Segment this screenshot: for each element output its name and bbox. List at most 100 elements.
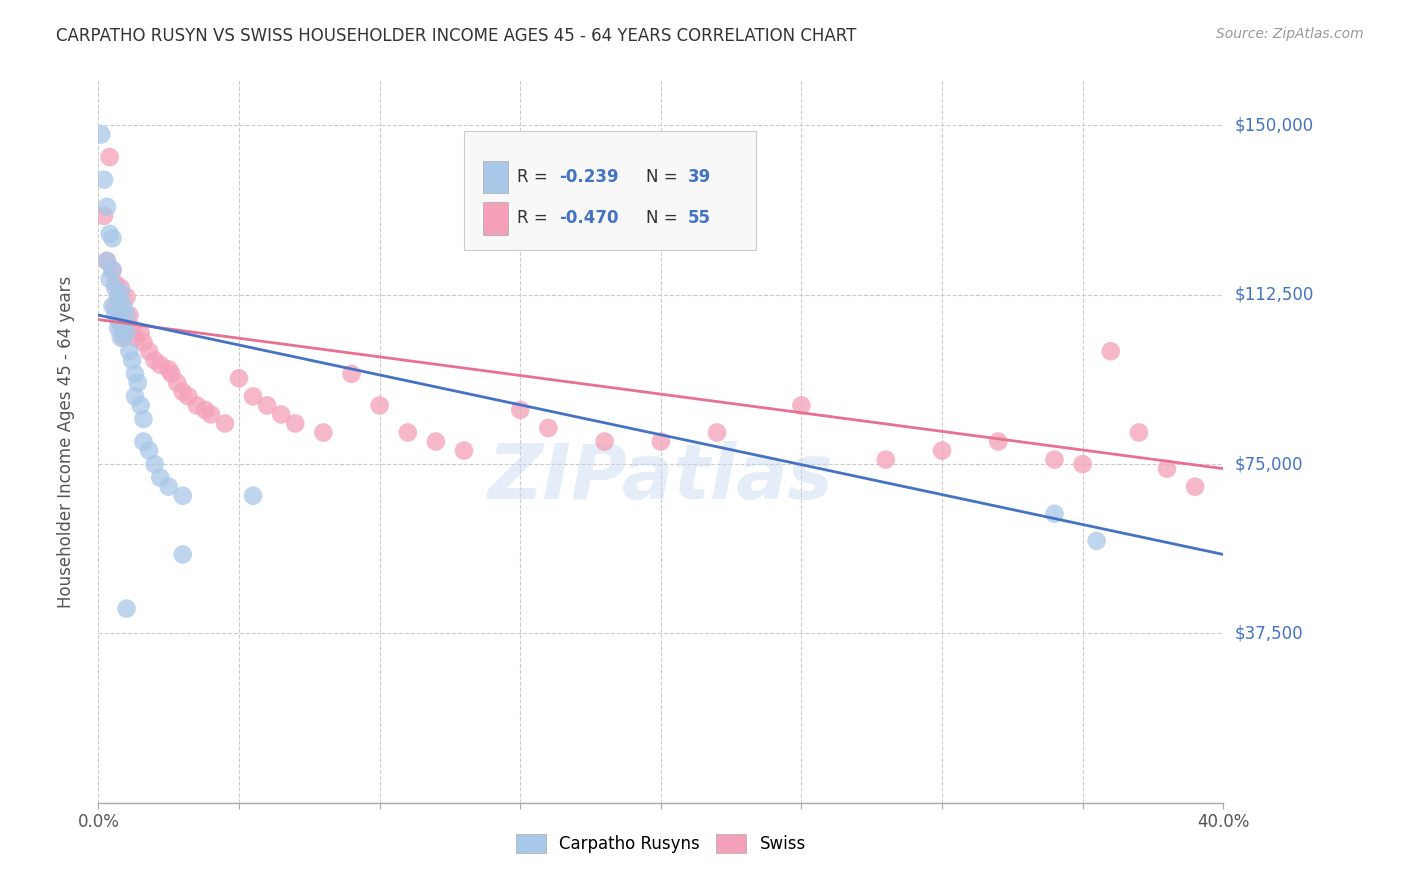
Text: 55: 55 <box>688 210 711 227</box>
Point <box>453 443 475 458</box>
Point <box>127 376 149 390</box>
Point <box>112 299 135 313</box>
Point <box>101 231 124 245</box>
Point <box>312 425 335 440</box>
Point <box>214 417 236 431</box>
FancyBboxPatch shape <box>464 131 756 250</box>
Point <box>172 489 194 503</box>
Point <box>706 425 728 440</box>
Point <box>228 371 250 385</box>
Point <box>1156 461 1178 475</box>
Point <box>104 308 127 322</box>
Point <box>270 408 292 422</box>
Point <box>110 281 132 295</box>
Point <box>107 321 129 335</box>
Point <box>124 389 146 403</box>
Point <box>110 317 132 331</box>
Point <box>110 303 132 318</box>
Point <box>115 326 138 340</box>
Text: ZIPatlas: ZIPatlas <box>488 441 834 515</box>
Point <box>143 457 166 471</box>
Point <box>96 253 118 268</box>
Point <box>104 281 127 295</box>
Point <box>143 353 166 368</box>
Point <box>110 331 132 345</box>
Text: R =: R = <box>517 168 553 186</box>
Point <box>129 326 152 340</box>
Text: 39: 39 <box>688 168 711 186</box>
Point <box>115 601 138 615</box>
Text: CARPATHO RUSYN VS SWISS HOUSEHOLDER INCOME AGES 45 - 64 YEARS CORRELATION CHART: CARPATHO RUSYN VS SWISS HOUSEHOLDER INCO… <box>56 27 856 45</box>
Y-axis label: Householder Income Ages 45 - 64 years: Householder Income Ages 45 - 64 years <box>56 276 75 607</box>
Point <box>115 290 138 304</box>
Point <box>101 263 124 277</box>
Point <box>110 285 132 300</box>
Point <box>138 344 160 359</box>
Point <box>1099 344 1122 359</box>
Point <box>101 299 124 313</box>
Text: -0.470: -0.470 <box>560 210 619 227</box>
Point <box>96 253 118 268</box>
Point <box>104 277 127 291</box>
Point <box>875 452 897 467</box>
Point <box>1128 425 1150 440</box>
Point <box>104 299 127 313</box>
Point <box>112 331 135 345</box>
Point <box>1043 507 1066 521</box>
Point <box>160 367 183 381</box>
Point <box>177 389 200 403</box>
Text: $37,500: $37,500 <box>1234 624 1303 642</box>
Text: N =: N = <box>647 210 683 227</box>
Point <box>537 421 560 435</box>
Text: $112,500: $112,500 <box>1234 285 1313 304</box>
Point <box>1085 533 1108 548</box>
Point <box>790 398 813 412</box>
Point <box>124 367 146 381</box>
Point <box>101 263 124 277</box>
Point <box>107 308 129 322</box>
Point <box>118 308 141 322</box>
Point <box>509 403 531 417</box>
Point <box>242 489 264 503</box>
Point <box>340 367 363 381</box>
Point <box>93 172 115 186</box>
Point <box>368 398 391 412</box>
Point <box>149 358 172 372</box>
Point <box>96 200 118 214</box>
Point <box>129 398 152 412</box>
Text: -0.239: -0.239 <box>560 168 619 186</box>
Point <box>1071 457 1094 471</box>
Point <box>93 209 115 223</box>
Point <box>132 434 155 449</box>
Point <box>98 227 121 241</box>
Point <box>425 434 447 449</box>
Point <box>132 412 155 426</box>
Point <box>172 384 194 399</box>
Point <box>98 150 121 164</box>
Point <box>115 308 138 322</box>
Point <box>172 548 194 562</box>
Point <box>194 403 217 417</box>
Text: N =: N = <box>647 168 683 186</box>
Text: R =: R = <box>517 210 553 227</box>
Point <box>987 434 1010 449</box>
Point <box>112 321 135 335</box>
Point <box>107 290 129 304</box>
Point <box>1184 480 1206 494</box>
Point <box>157 480 180 494</box>
Point <box>593 434 616 449</box>
Point <box>650 434 672 449</box>
Point <box>98 272 121 286</box>
Point <box>284 417 307 431</box>
Point <box>90 128 112 142</box>
Point <box>121 321 143 335</box>
Point <box>138 443 160 458</box>
Bar <box>484 202 508 235</box>
Point <box>157 362 180 376</box>
Point <box>396 425 419 440</box>
Point <box>107 290 129 304</box>
Point <box>149 470 172 484</box>
Point <box>107 312 129 326</box>
Point <box>132 335 155 350</box>
Point <box>186 398 208 412</box>
